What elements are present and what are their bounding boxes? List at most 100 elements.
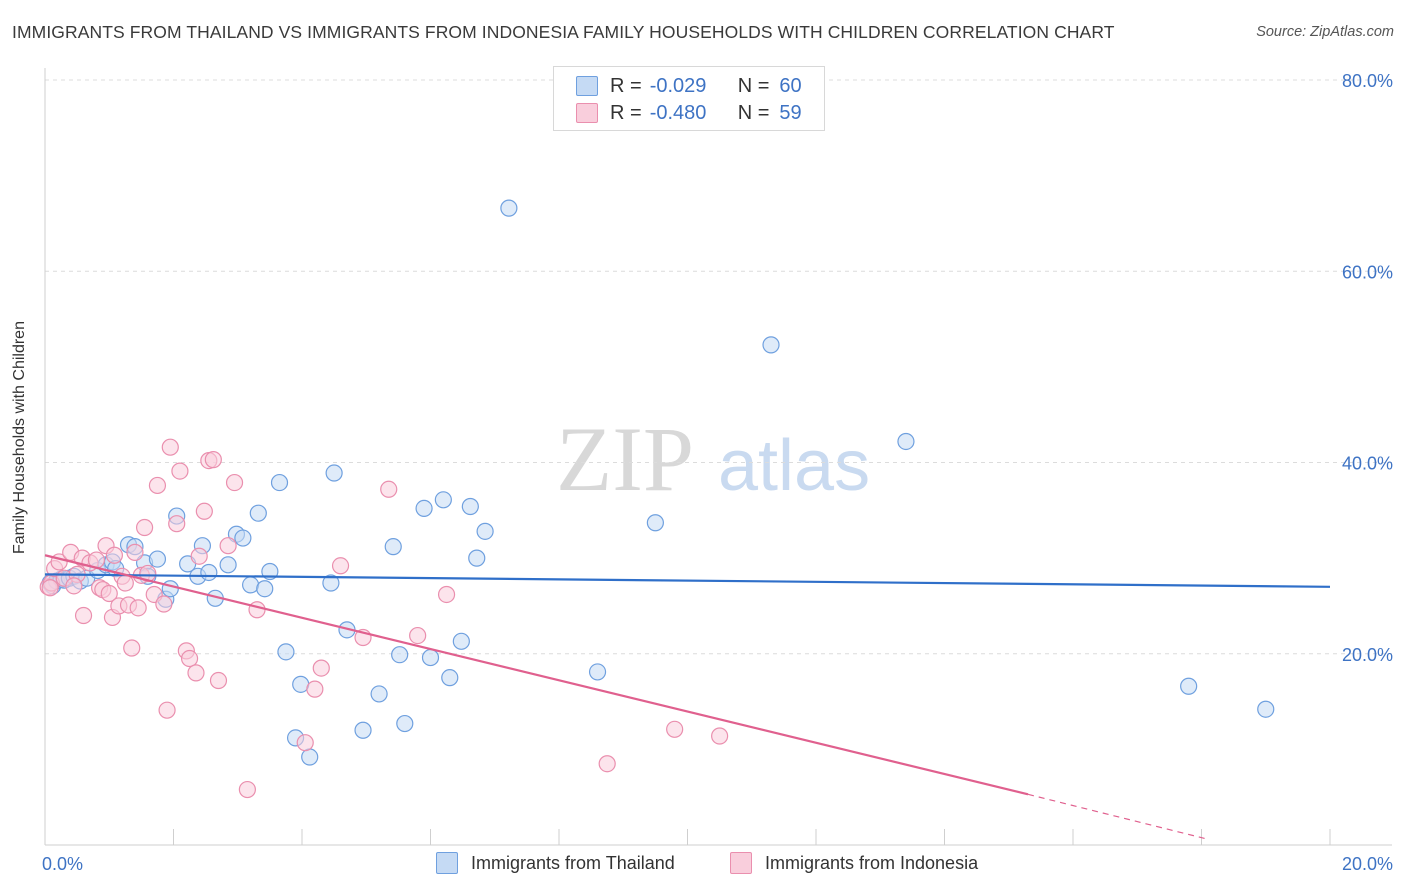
legend: R = -0.029 N = 60 R = -0.480 N = 59 [553, 66, 825, 131]
legend-n-value: 60 [779, 74, 802, 97]
point-thailand [242, 576, 260, 594]
point-indonesia [248, 601, 266, 619]
point-indonesia [116, 574, 134, 592]
axes [44, 68, 1392, 846]
point-thailand [452, 632, 470, 650]
legend-swatch-indonesia [576, 103, 598, 123]
point-thailand [441, 669, 459, 687]
x-tick-label-min: 0.0% [42, 854, 83, 874]
point-indonesia [161, 438, 179, 456]
point-indonesia [219, 537, 237, 555]
point-indonesia [171, 462, 189, 480]
bottom-legend-thailand[interactable]: Immigrants from Thailand [436, 852, 675, 874]
point-indonesia [437, 585, 456, 604]
legend-n-label: N = [737, 74, 770, 97]
point-thailand [476, 522, 494, 540]
y-axis-label: Family Households with Children [11, 321, 28, 554]
y-tick-label: 80.0% [1342, 71, 1393, 91]
point-thailand [234, 529, 252, 547]
y-tick-label: 20.0% [1342, 645, 1393, 665]
point-indonesia [296, 734, 314, 752]
point-indonesia [105, 546, 123, 564]
legend-swatch-thailand [576, 76, 598, 96]
point-indonesia [209, 671, 228, 690]
point-indonesia [139, 564, 157, 583]
point-thailand [277, 643, 295, 661]
gridlines [45, 79, 1392, 655]
point-indonesia [380, 480, 398, 498]
watermark-zip: ZIP [556, 408, 694, 510]
legend-n-value: 59 [779, 101, 802, 124]
point-thailand [500, 199, 518, 217]
trend-line-indonesia-extension [1027, 793, 1209, 840]
point-indonesia [65, 577, 83, 595]
point-thailand [301, 748, 319, 766]
point-thailand [354, 721, 372, 739]
point-indonesia [306, 680, 324, 698]
legend-r-label: R = [610, 101, 642, 124]
y-tick-label: 40.0% [1342, 454, 1393, 474]
point-thailand [249, 504, 267, 522]
point-thailand [434, 491, 452, 509]
point-thailand [256, 580, 274, 598]
bottom-legend-indonesia[interactable]: Immigrants from Indonesia [730, 852, 978, 874]
point-indonesia [331, 557, 350, 575]
chart-source: Source: ZipAtlas.com [1256, 24, 1394, 40]
point-indonesia [148, 476, 167, 495]
point-indonesia [135, 518, 154, 537]
point-indonesia [126, 543, 144, 561]
chart-title: IMMIGRANTS FROM THAILAND VS IMMIGRANTS F… [12, 22, 1115, 42]
point-indonesia [187, 664, 205, 682]
point-indonesia [180, 649, 199, 668]
point-thailand [762, 336, 780, 354]
watermark: ZIP atlas [556, 408, 870, 510]
point-thailand [461, 497, 479, 516]
point-thailand [148, 550, 167, 568]
point-indonesia [129, 599, 147, 617]
point-thailand [391, 646, 409, 664]
point-thailand [468, 549, 486, 567]
bottom-legend-swatch-thailand [436, 852, 458, 874]
point-thailand [219, 556, 237, 574]
point-thailand [370, 685, 388, 703]
point-thailand [325, 464, 343, 482]
x-tick-label-max: 20.0% [1342, 854, 1393, 874]
point-indonesia [409, 626, 427, 645]
point-thailand [1180, 677, 1198, 695]
point-thailand [270, 473, 289, 492]
point-indonesia [225, 473, 244, 492]
legend-r-label: R = [610, 74, 642, 97]
point-indonesia [190, 547, 208, 565]
bottom-legend-label-thailand: Immigrants from Thailand [471, 852, 675, 873]
legend-n-label: N = [737, 101, 770, 124]
point-thailand [897, 432, 915, 451]
point-thailand [322, 574, 340, 592]
point-indonesia [312, 659, 330, 677]
watermark-atlas: atlas [718, 426, 870, 506]
point-thailand [415, 499, 433, 517]
point-thailand [200, 563, 218, 582]
point-indonesia [155, 595, 173, 613]
point-thailand [1257, 700, 1275, 718]
point-indonesia [158, 701, 176, 719]
tick-labels: 20.0% 40.0% 60.0% 80.0% 0.0% 20.0% [42, 71, 1393, 874]
point-thailand [384, 538, 402, 556]
legend-r-value: -0.029 [649, 74, 707, 97]
legend-r-value: -0.480 [649, 101, 707, 124]
trend-line-indonesia [44, 554, 1029, 796]
point-indonesia [123, 639, 141, 657]
legend-row-indonesia: R = -0.480 N = 59 [576, 100, 802, 126]
y-tick-label: 60.0% [1342, 262, 1393, 282]
point-indonesia [238, 780, 256, 799]
point-indonesia [168, 515, 186, 533]
data-points [39, 199, 1275, 799]
point-thailand [396, 714, 414, 733]
bottom-legend-swatch-indonesia [730, 852, 752, 874]
point-indonesia [41, 579, 59, 597]
trend-lines [44, 554, 1331, 840]
bottom-legend-label-indonesia: Immigrants from Indonesia [765, 852, 979, 873]
point-thailand [588, 663, 607, 681]
point-indonesia [598, 755, 616, 773]
point-indonesia [100, 584, 118, 603]
